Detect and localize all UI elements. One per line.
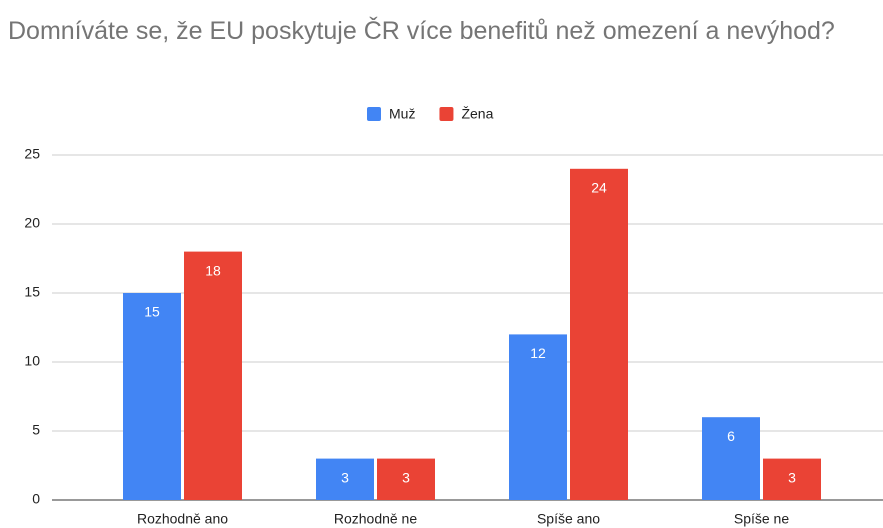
x-tick-label: Spíše ne xyxy=(734,511,789,527)
data-label: 18 xyxy=(205,262,221,278)
bar xyxy=(702,417,760,500)
legend-swatch xyxy=(439,107,454,121)
x-tick-label: Rozhodně ne xyxy=(334,511,418,527)
bar xyxy=(570,168,628,501)
data-label: 24 xyxy=(591,180,607,196)
y-tick-label: 15 xyxy=(24,284,40,300)
bar xyxy=(377,458,435,500)
chart-title: Domníváte se, že EU poskytuje ČR více be… xyxy=(8,17,835,45)
bar xyxy=(509,334,567,500)
data-label: 3 xyxy=(402,469,410,485)
data-label: 12 xyxy=(530,345,546,361)
y-tick-label: 10 xyxy=(24,353,40,369)
y-tick-label: 0 xyxy=(32,491,40,507)
y-tick-label: 5 xyxy=(32,422,40,438)
x-tick-label: Rozhodně ano xyxy=(137,511,228,527)
y-tick-label: 20 xyxy=(24,215,40,231)
bar xyxy=(316,458,374,500)
bar xyxy=(184,251,242,500)
bar xyxy=(123,293,181,500)
data-label: 15 xyxy=(144,304,160,320)
data-label: 3 xyxy=(341,469,349,485)
data-label: 6 xyxy=(727,428,735,444)
legend-label: Žena xyxy=(461,106,493,122)
bar xyxy=(763,458,821,500)
x-tick-label: Spíše ano xyxy=(537,511,600,527)
data-label: 3 xyxy=(788,469,796,485)
y-tick-label: 25 xyxy=(24,146,40,162)
legend-label: Muž xyxy=(389,106,415,122)
legend-swatch xyxy=(367,107,381,121)
